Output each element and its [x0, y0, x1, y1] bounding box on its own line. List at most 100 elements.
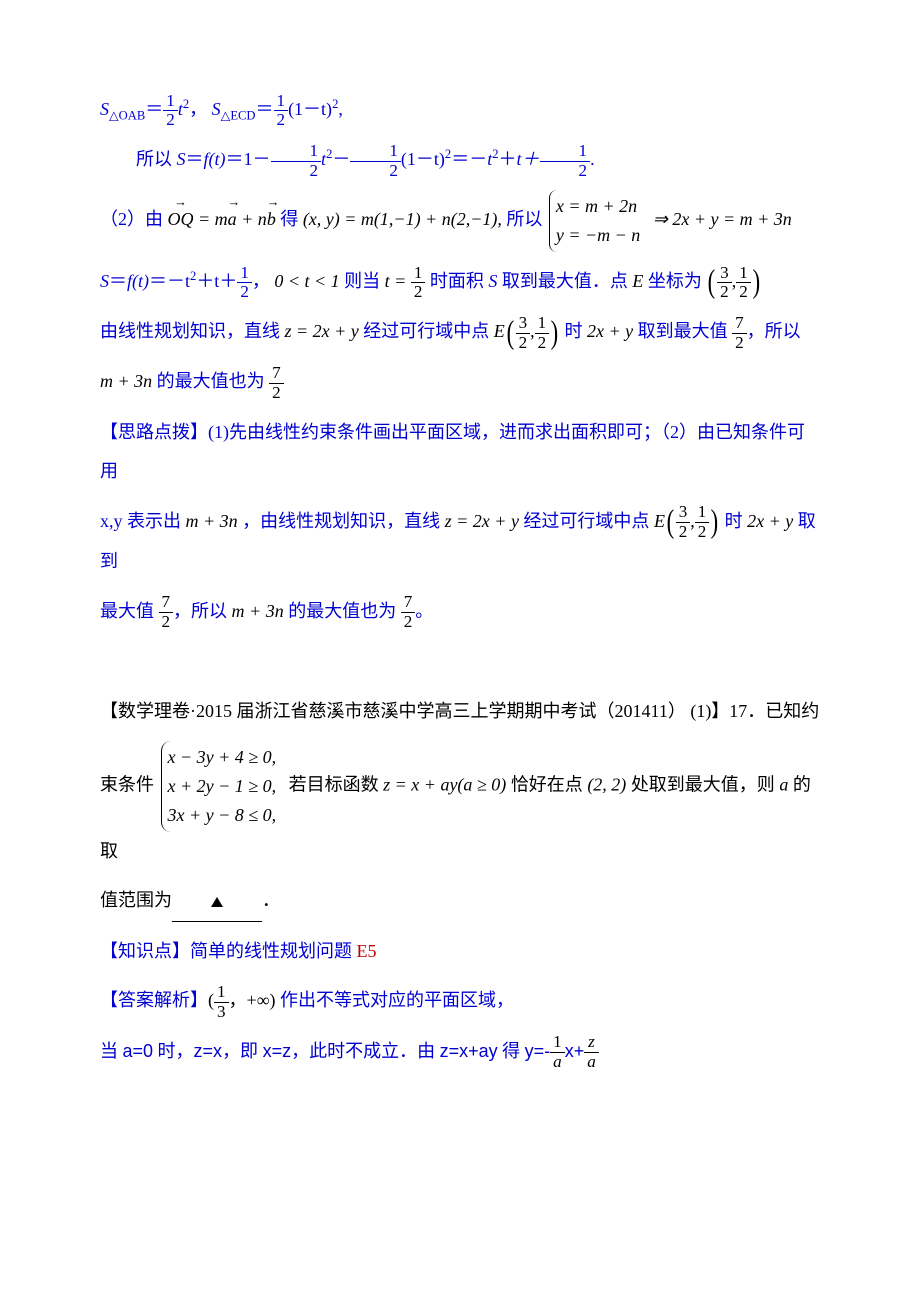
- tip-line-2: x,y 表示出 m + 3n ，由线性规划知识，直线 z = 2x + y 经过…: [100, 502, 820, 582]
- max-tail: 取到最大值．点: [497, 271, 632, 291]
- expr-2xy-1: 2x + y: [587, 321, 633, 341]
- q-src-text: 【数学理卷·2015 届浙江省慈溪市慈溪中学高三上学期期中考试（201411） …: [100, 701, 819, 721]
- t-range: 0 < t < 1: [274, 271, 339, 291]
- question-body-2: 值范围为．: [100, 881, 820, 922]
- a2-pre: 当: [100, 1041, 123, 1061]
- implies: ⇒ 2x + y = m + 3n: [648, 209, 792, 229]
- solution-line-2: 所以 S＝f(t)＝1－12t2－12(1－t)2＝－t2＋t＋12.: [100, 140, 820, 180]
- coord-label: 坐标为: [643, 271, 706, 291]
- so2: ，所以: [747, 321, 801, 341]
- q-pre: 束条件: [100, 775, 159, 795]
- max-also: 的最大值也为: [152, 371, 269, 391]
- tip-2d: 时: [720, 511, 747, 531]
- k-label: 【知识点】: [100, 941, 190, 961]
- frac-half-3: 12: [271, 142, 322, 181]
- eq3: ＝1－: [226, 149, 271, 169]
- a2-y: y=-: [525, 1041, 551, 1061]
- tip-label: 【思路点拨】: [100, 422, 208, 442]
- q-period: ．: [262, 890, 280, 910]
- frac-half-7: 12: [411, 264, 426, 303]
- eq2: ＝: [256, 99, 274, 119]
- triangle-icon: [211, 897, 223, 907]
- frac-7-2-a: 72: [732, 314, 747, 353]
- then-when: 则当: [340, 271, 385, 291]
- solution-line-4: S＝f(t)＝－t2＋t＋12， 0 < t < 1 则当 t = 12 时面积…: [100, 262, 820, 302]
- tip-2a: x,y 表示出: [100, 511, 186, 531]
- frac-half-5: 12: [540, 142, 591, 181]
- tip-3c: 的最大值也为: [284, 601, 401, 621]
- tip-line-1: 【思路点拨】(1)先由线性约束条件画出平面区域，进而求出面积即可；（2）由已知条…: [100, 413, 820, 492]
- frac-half-1: 12: [163, 92, 178, 131]
- tip-3d: 。: [415, 601, 433, 621]
- frac-z-a: za: [584, 1033, 599, 1072]
- sub-ecd: △ECD: [221, 109, 256, 123]
- vec-a: a: [228, 200, 237, 240]
- a-body: 作出不等式对应的平面区域，: [280, 990, 514, 1010]
- q-mid3: 处取到最大值，则: [626, 775, 779, 795]
- var-s2: S: [212, 99, 221, 119]
- t-plus: t＋: [517, 149, 540, 169]
- neg-t: ＝－t: [149, 271, 190, 291]
- var-s1: S: [100, 99, 109, 119]
- tip-2c: 经过可行域中点: [519, 511, 654, 531]
- tip-3b: ，所以: [173, 601, 232, 621]
- frac-7-2-c: 72: [159, 593, 174, 632]
- answer-blank[interactable]: [172, 881, 262, 922]
- question-body-1: 束条件 x − 3y + 4 ≥ 0,x + 2y − 1 ≥ 0,3x + y…: [100, 741, 820, 871]
- point-e-2: E: [494, 321, 505, 341]
- a2-a0: a=0: [123, 1041, 154, 1061]
- a-label: 【答案解析】: [100, 990, 208, 1010]
- max-tail2: 取到最大值: [633, 321, 732, 341]
- eq1: ＝: [145, 99, 163, 119]
- frac-e2x: 32: [516, 314, 531, 353]
- one-minus-t-2: (1－t): [401, 149, 445, 169]
- a-rest: ，+∞): [229, 990, 280, 1010]
- z-expr-2: z = 2x + y: [445, 511, 519, 531]
- frac-e3y: 12: [695, 503, 710, 542]
- plus-t2: ＋t＋: [196, 271, 237, 291]
- k-body: 简单的线性规划问题: [190, 941, 357, 961]
- vec-b: b: [267, 200, 276, 240]
- answer-line-2: 当 a=0 时，z=x，即 x=z，此时不成立．由 z=x+ay 得 y=-1a…: [100, 1032, 820, 1072]
- xy-expand: (x, y) = m(1,−1) + n(2,−1),: [303, 209, 507, 229]
- c-row2: x + 2y − 1 ≥ 0,: [168, 772, 277, 801]
- m3n-1: m + 3n: [100, 371, 152, 391]
- t-eq: t =: [385, 271, 411, 291]
- a2-mid2: ，即: [222, 1041, 263, 1061]
- solution-line-1: S△OAB＝12t2， S△ECD＝12(1－t)2,: [100, 90, 820, 130]
- m3n-3: m + 3n: [232, 601, 284, 621]
- prefix-so: 所以: [136, 149, 177, 169]
- solution-line-6: m + 3n 的最大值也为 72: [100, 362, 820, 402]
- comma2: ，: [252, 271, 270, 291]
- when-1: 时: [560, 321, 587, 341]
- m3n-2: m + 3n: [186, 511, 238, 531]
- so1: 所以: [506, 209, 547, 229]
- q-mid: 若目标函数: [284, 775, 383, 795]
- a2-mid1: 时，: [153, 1041, 194, 1061]
- q-mid2: 恰好在点: [506, 775, 587, 795]
- frac-half-2: 12: [274, 92, 289, 131]
- comma1: ，: [189, 99, 207, 119]
- frac-e1x: 32: [717, 264, 732, 303]
- q-pt: (2, 2): [587, 775, 626, 795]
- through-mid: 经过可行域中点: [359, 321, 494, 341]
- system-1: x = m + 2ny = −m − n: [549, 190, 646, 252]
- z-expr-1: z = 2x + y: [285, 321, 359, 341]
- a2-xz: x=z: [263, 1041, 292, 1061]
- tip-line-3: 最大值 72，所以 m + 3n 的最大值也为 72。: [100, 592, 820, 632]
- point-e-1: E: [632, 271, 643, 291]
- vec-oq: OQ: [168, 200, 194, 240]
- frac-1-a: 1a: [550, 1033, 565, 1072]
- period1: .: [590, 149, 595, 169]
- frac-e1y: 12: [736, 264, 751, 303]
- a2-zx: z=x: [194, 1041, 223, 1061]
- solution-line-5: 由线性规划知识，直线 z = 2x + y 经过可行域中点 E(32,12) 时…: [100, 312, 820, 352]
- k-code: E5: [357, 941, 377, 961]
- q-a: a: [779, 775, 788, 795]
- a2-x: x+: [565, 1041, 585, 1061]
- solution-line-3: （2）由 OQ = ma + nb 得 (x, y) = m(1,−1) + n…: [100, 190, 820, 252]
- var-s3: S: [177, 149, 186, 169]
- eq-neg: ＝－: [451, 149, 487, 169]
- frac-half-6: 12: [237, 264, 252, 303]
- constraint-system: x − 3y + 4 ≥ 0,x + 2y − 1 ≥ 0,3x + y − 8…: [161, 741, 283, 831]
